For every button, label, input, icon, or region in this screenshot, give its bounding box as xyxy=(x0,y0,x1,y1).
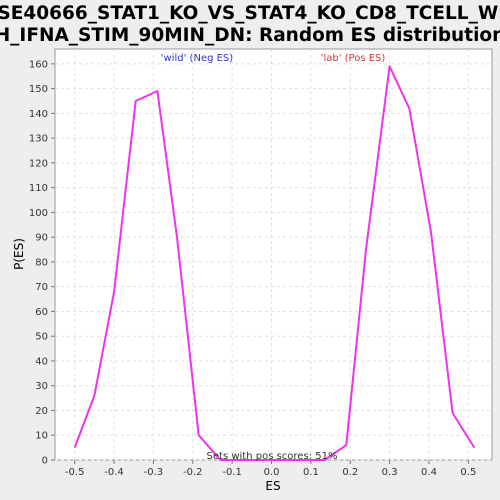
grid-lines xyxy=(55,49,492,461)
y-tick-label: 120 xyxy=(29,158,48,169)
chart-title-line-2: H_IFNA_STIM_90MIN_DN: Random ES distribu… xyxy=(0,25,500,46)
y-tick-label: 80 xyxy=(35,257,48,268)
y-tick-label: 60 xyxy=(35,307,48,318)
y-tick-label: 110 xyxy=(29,183,48,194)
annotation-pos-scores: Sets with pos scores: 51% xyxy=(207,451,338,462)
y-tick-label: 90 xyxy=(35,233,48,244)
y-tick-label: 150 xyxy=(29,84,48,95)
plot-area xyxy=(54,48,493,461)
annotation-lab-pos-es: 'lab' (Pos ES) xyxy=(321,53,386,64)
y-tick-label: 30 xyxy=(35,381,48,392)
x-tick-label: -0.2 xyxy=(183,467,203,478)
y-tick-label: 100 xyxy=(29,208,48,219)
x-tick-label: -0.4 xyxy=(104,467,124,478)
chart-title-line-1: GSE40666_STAT1_KO_VS_STAT4_KO_CD8_TCELL_… xyxy=(0,3,500,24)
series-layer xyxy=(73,65,476,461)
y-tick-label: 20 xyxy=(35,406,48,417)
x-tick-label: 0.5 xyxy=(460,467,476,478)
y-tick-label: 0 xyxy=(42,456,48,467)
es-distribution-line xyxy=(73,65,476,461)
x-tick-label: 0.2 xyxy=(342,467,358,478)
y-axis-ticks: 0 10 20 30 40 50 60 70 80 90 100 110 120 130 140 150 160 xyxy=(29,59,55,467)
x-tick-label: 0.4 xyxy=(421,467,437,478)
x-axis-label: ES xyxy=(265,479,280,493)
y-tick-label: 160 xyxy=(29,59,48,70)
y-axis-label: P(ES) xyxy=(12,238,26,270)
y-tick-label: 10 xyxy=(35,431,48,442)
x-tick-label: 0.1 xyxy=(303,467,319,478)
x-axis-ticks: -0.5 -0.4 -0.3 -0.2 -0.1 0.0 0.1 0.2 0.3 0.4 0.5 xyxy=(65,460,476,478)
y-tick-label: 70 xyxy=(35,282,48,293)
x-tick-label: 0.0 xyxy=(264,467,280,478)
y-tick-label: 50 xyxy=(35,332,48,343)
x-tick-label: 0.3 xyxy=(382,467,398,478)
y-tick-label: 140 xyxy=(29,109,48,120)
x-tick-label: -0.1 xyxy=(222,467,242,478)
y-tick-label: 40 xyxy=(35,356,48,367)
x-tick-label: -0.5 xyxy=(65,467,85,478)
y-tick-label: 130 xyxy=(29,134,48,145)
x-tick-label: -0.3 xyxy=(144,467,164,478)
annotation-wild-neg-es: 'wild' (Neg ES) xyxy=(161,53,233,64)
